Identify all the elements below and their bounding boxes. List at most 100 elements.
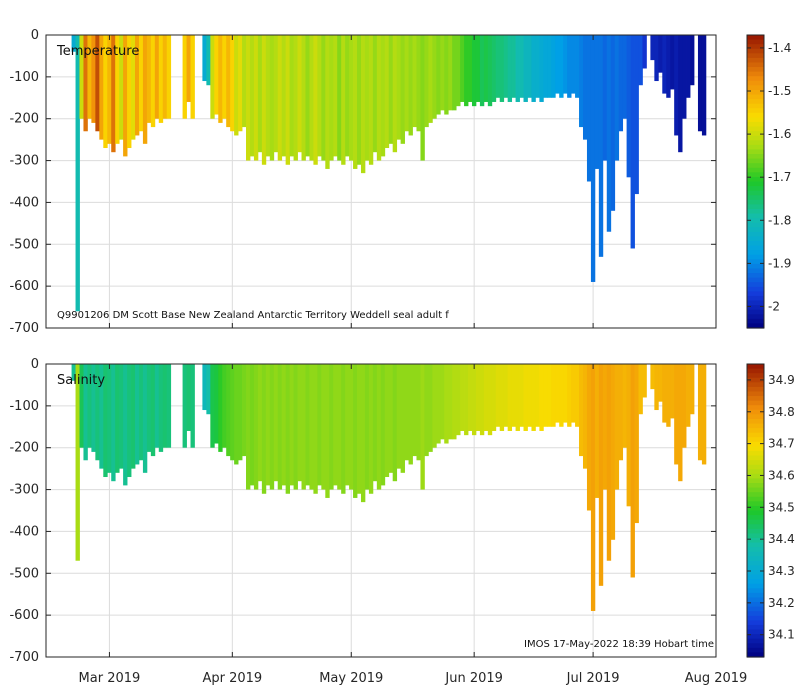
- profile-column: [345, 35, 350, 157]
- profile-column: [289, 364, 294, 486]
- colorbar-segment: [747, 602, 764, 608]
- colorbar-segment: [747, 551, 764, 557]
- profile-column: [460, 35, 465, 102]
- profile-column: [115, 35, 120, 144]
- profile-column: [265, 364, 271, 486]
- profile-column: [697, 35, 703, 132]
- colorbar-segment: [747, 295, 764, 302]
- profile-column: [380, 35, 386, 157]
- profile-column: [230, 364, 235, 461]
- profile-column: [531, 364, 536, 431]
- colorbar-segment: [747, 305, 764, 311]
- profile-column: [436, 364, 441, 444]
- profile-column: [321, 35, 326, 161]
- profile-column: [598, 364, 604, 586]
- colorbar-frame: [746, 34, 765, 329]
- profile-column: [182, 364, 187, 448]
- colorbar-frame: [746, 363, 765, 658]
- profile-column: [602, 364, 608, 490]
- profile-column: [475, 364, 481, 431]
- y-tick-label: -600: [9, 279, 39, 294]
- profile-column: [428, 35, 433, 123]
- profile-column: [357, 364, 362, 494]
- profile-column: [325, 364, 330, 498]
- profile-column: [642, 35, 647, 69]
- profile-column: [154, 364, 160, 448]
- profile-column: [83, 35, 88, 132]
- colorbar-segment: [747, 460, 764, 466]
- colorbar-segment: [747, 76, 764, 82]
- colorbar-segment: [747, 181, 764, 187]
- axes-frame: [45, 34, 717, 329]
- profile-column: [265, 35, 271, 157]
- profile-column: [87, 364, 92, 448]
- profile-column: [146, 364, 152, 452]
- profile-column: [551, 364, 556, 427]
- profile-column: [456, 364, 461, 436]
- colorbar-segment: [747, 231, 764, 238]
- profile-column: [630, 364, 635, 578]
- profile-column: [479, 364, 485, 436]
- profile-column: [150, 364, 156, 457]
- profile-column: [368, 35, 374, 165]
- profile-column: [337, 35, 342, 161]
- colorbar-segment: [747, 624, 764, 631]
- profile-column: [317, 364, 322, 486]
- profile-column: [559, 364, 564, 427]
- colorbar-segment: [747, 501, 764, 507]
- colorbar-segment: [747, 423, 764, 429]
- profile-column: [142, 364, 148, 473]
- colorbar-segment: [747, 85, 764, 91]
- profile-column: [210, 35, 215, 119]
- profile-column: [353, 364, 358, 498]
- profile-column: [357, 35, 362, 165]
- profile-column: [483, 35, 489, 102]
- profile-column: [218, 35, 223, 123]
- colorbar-segment: [747, 570, 764, 576]
- profile-column: [368, 364, 374, 494]
- profile-column: [424, 35, 429, 128]
- colorbar-segment: [747, 547, 764, 553]
- profile-column: [543, 35, 548, 98]
- colorbar-segment: [747, 99, 764, 105]
- colorbar-segment: [747, 473, 764, 480]
- profile-column: [305, 364, 310, 486]
- profile-column: [503, 35, 509, 98]
- profile-column: [662, 364, 667, 423]
- colorbar-segment: [747, 323, 764, 329]
- colorbar-tick-label: 34.1: [768, 628, 795, 642]
- profile-column: [412, 35, 417, 128]
- y-tick-label: -500: [9, 566, 39, 581]
- colorbar-segment: [747, 53, 764, 59]
- colorbar-segment: [747, 464, 764, 470]
- profile-column: [507, 364, 513, 431]
- y-tick-label: -300: [9, 154, 39, 169]
- colorbar-segment: [747, 418, 764, 425]
- profile-column: [527, 35, 532, 98]
- profile-column: [138, 364, 144, 461]
- profile-column: [590, 364, 596, 611]
- profile-column: [491, 364, 497, 431]
- profile-column: [246, 364, 251, 490]
- profile-column: [464, 35, 469, 107]
- profile-column: [499, 364, 505, 431]
- profile-column: [701, 35, 707, 136]
- profile-column: [392, 364, 398, 482]
- profile-column: [372, 364, 378, 482]
- profile-column: [238, 35, 243, 132]
- profile-column: [678, 364, 683, 482]
- profile-column: [571, 35, 576, 94]
- profile-column: [214, 364, 219, 444]
- colorbar-segment: [747, 227, 764, 233]
- profile-column: [372, 35, 378, 153]
- colorbar-segment: [747, 606, 764, 612]
- colorbar-segment: [747, 542, 764, 548]
- colorbar-tick-label: -2: [768, 299, 780, 313]
- profile-column: [468, 364, 473, 431]
- colorbar-segment: [747, 208, 764, 215]
- colorbar-segment: [747, 250, 764, 256]
- profile-column: [119, 364, 124, 469]
- profile-column: [464, 364, 469, 436]
- profile-column: [345, 364, 350, 486]
